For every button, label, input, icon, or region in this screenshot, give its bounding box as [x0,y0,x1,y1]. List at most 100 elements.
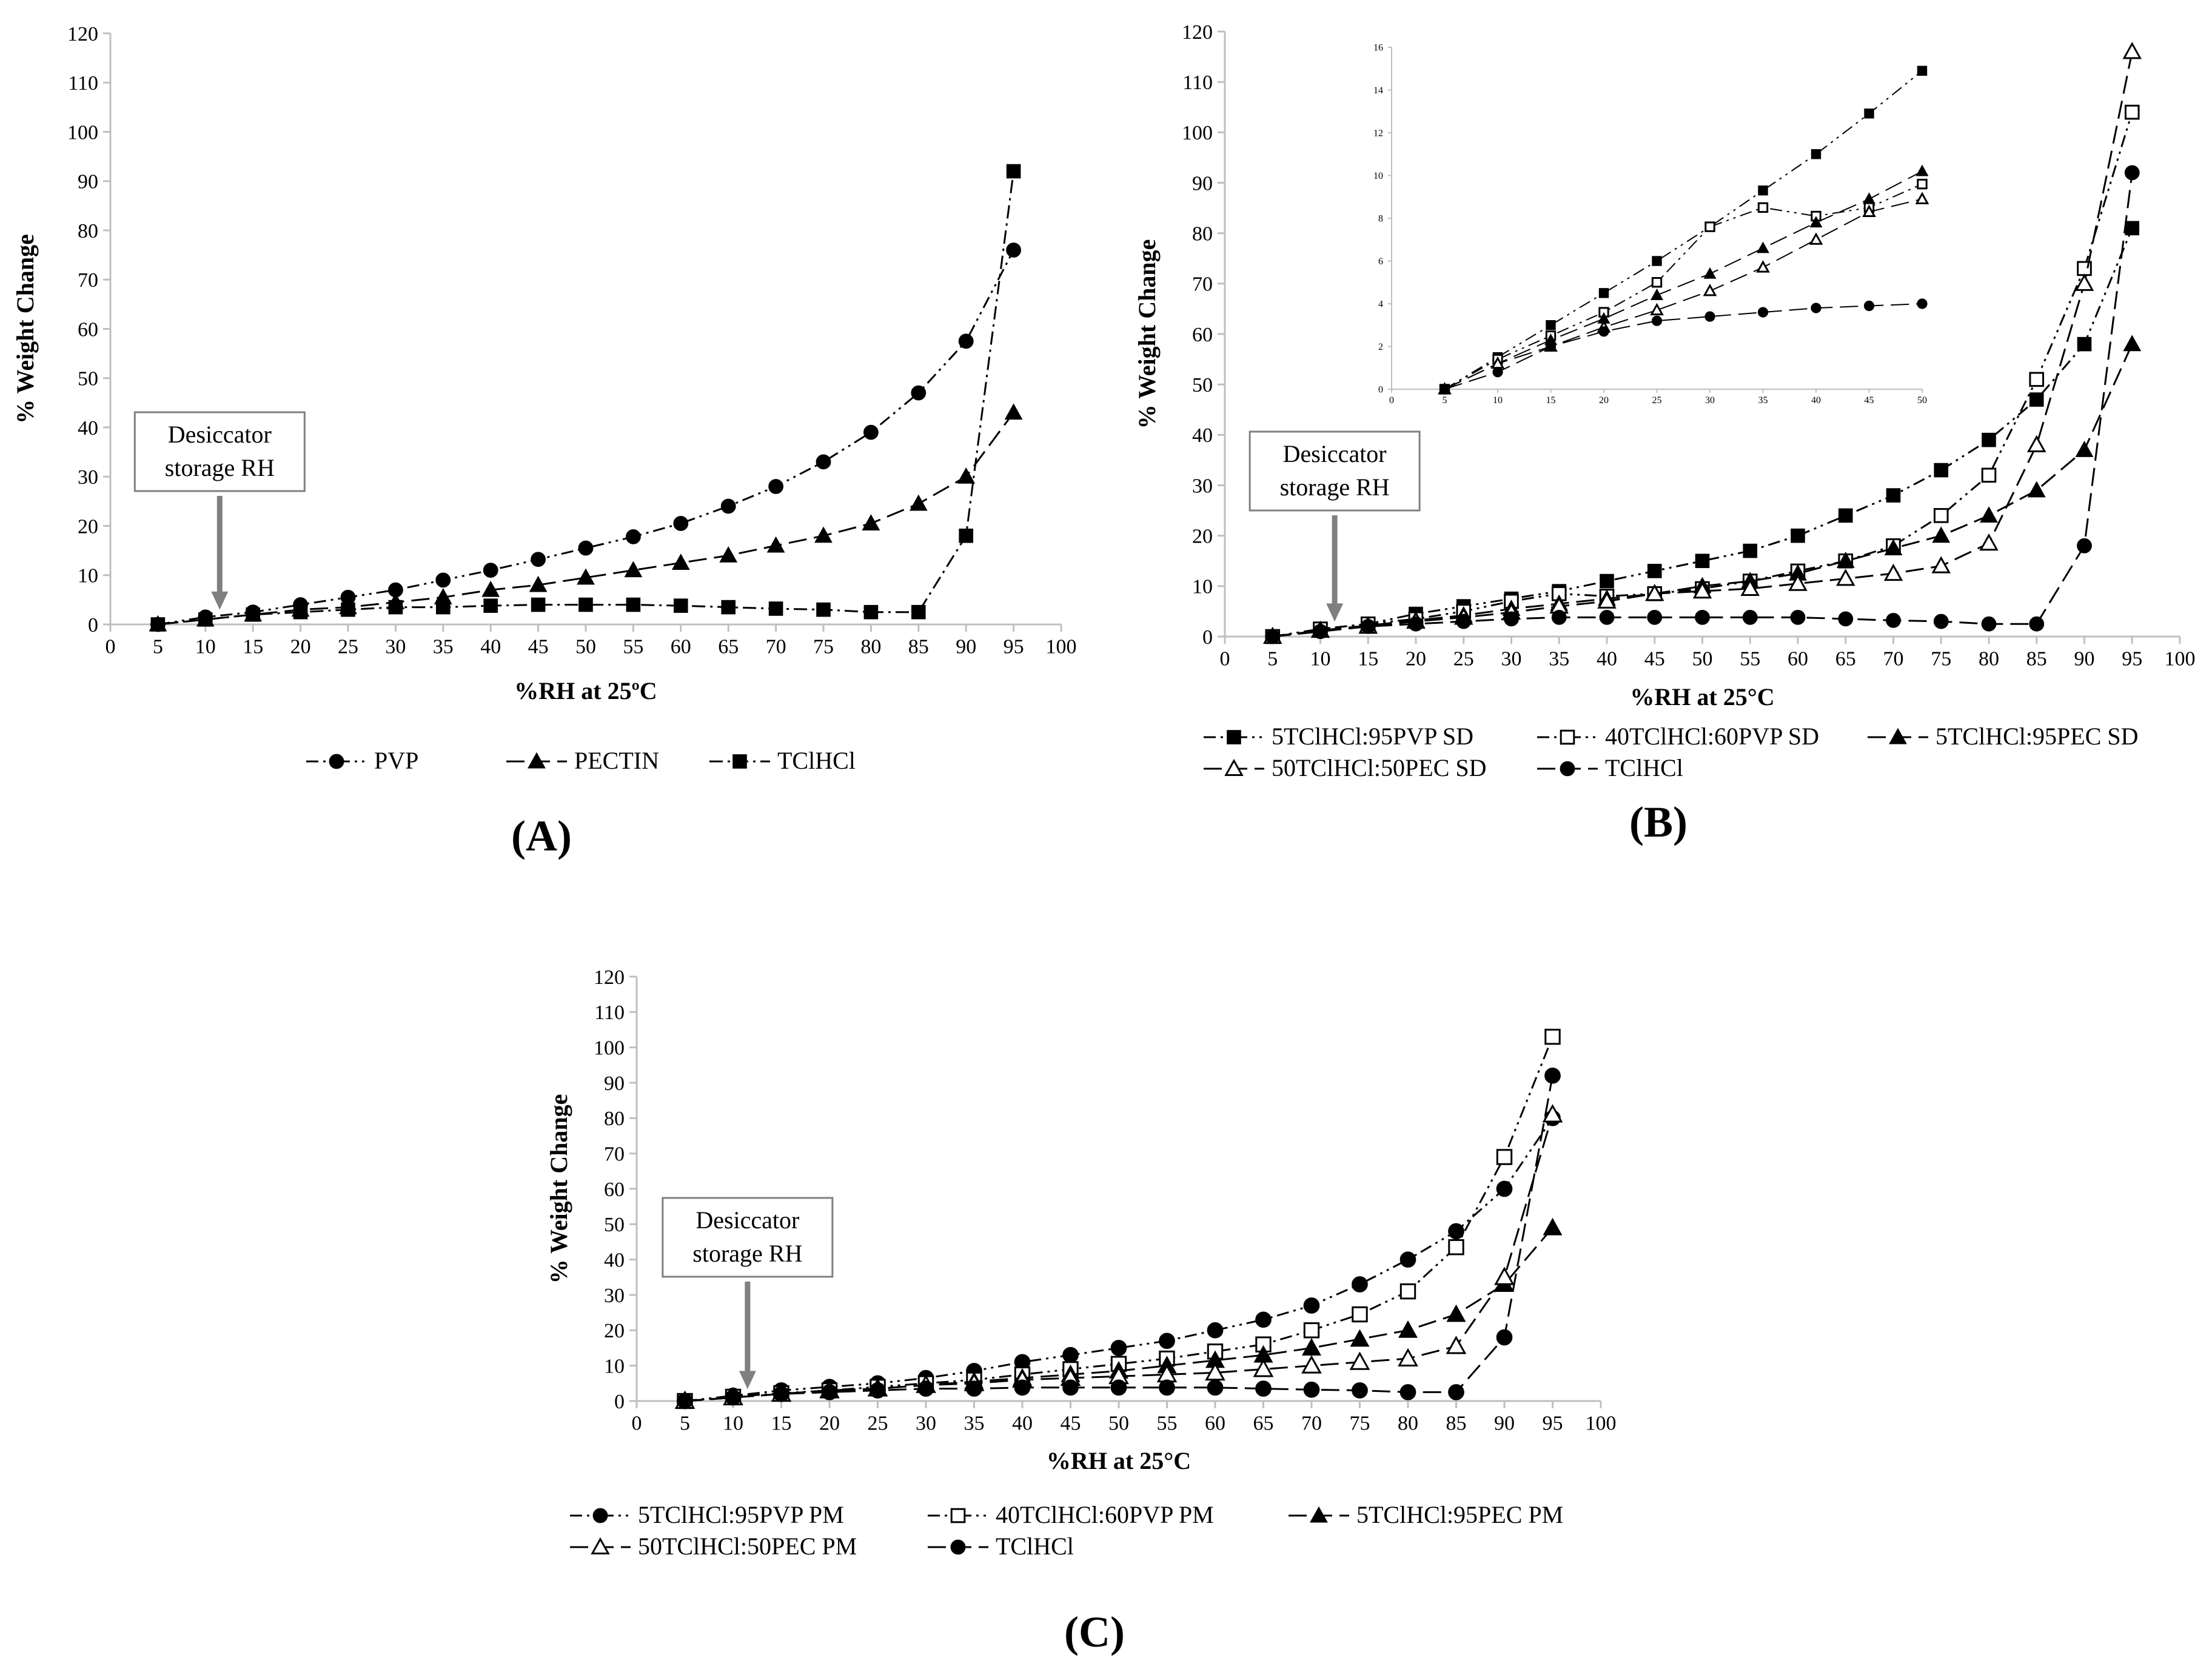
x-tick-label: 60 [671,636,691,658]
data-point [1448,1384,1464,1400]
legend-swatch-marker [1227,730,1241,744]
x-tick-label: 5 [1267,648,1278,670]
y-tick-label: 100 [594,1037,625,1060]
data-point [1652,256,1662,266]
data-point [1542,1104,1563,1123]
x-tick-label: 100 [2165,648,2196,670]
data-point [1544,1028,1561,1045]
data-point [1110,1379,1127,1396]
data-point [1398,1320,1418,1338]
data-point [1742,609,1758,625]
y-tick-label: 100 [1182,122,1213,144]
data-point [577,568,595,585]
y-tick-label: 110 [1182,72,1213,94]
x-tick-label: 35 [964,1413,985,1435]
data-point [816,602,831,617]
y-tick-label: 110 [68,72,98,95]
data-point [1014,1379,1031,1396]
x-tick-label: 70 [1301,1413,1322,1435]
y-tick-label: 60 [604,1179,625,1201]
x-tick-label: 30 [1501,648,1522,670]
data-point [957,467,976,484]
data-point [1915,192,1929,204]
data-point [911,604,926,620]
data-point [529,575,548,592]
x-tick-label: 40 [480,636,501,658]
chart-A: 0 10 20 30 40 50 60 70 80 90 100 110 120 0 5 10 15 20 25 30… [12,23,1077,704]
data-point [1398,1348,1418,1366]
data-point [1006,164,1021,179]
data-point [773,1385,789,1402]
x-tick-label: 10 [1310,648,1331,670]
series-5TClHCl:95PVP SD [1439,65,1928,395]
data-point [1408,616,1424,632]
legend-C: 5TClHCl:95PVP PM 40TClHCl:60PVP PM 5TClHCl… [570,1501,1563,1560]
x-tick-label: 15 [243,636,263,658]
y-tick-label: 4 [1378,299,1383,310]
x-tick-label: 65 [1253,1413,1274,1435]
data-point [1695,609,1710,625]
x-tick-label: 55 [1740,648,1760,670]
x-tick-label: 40 [1597,648,1617,670]
series-5TClHCl:95PEC SD [1438,164,1929,395]
x-tick-label: 70 [1883,648,1904,670]
x-tick-label: 0 [632,1413,642,1435]
y-tick-label: 0 [1378,385,1383,395]
legend-label: PECTIN [574,747,659,774]
x-tick-label: 60 [1788,648,1808,670]
data-point [1809,216,1823,228]
data-point [436,600,451,615]
data-point [1650,303,1664,316]
data-point [863,604,879,620]
x-tick-label: 25 [1453,648,1474,670]
x-tick-label: 30 [385,636,406,658]
annotation-line1: Desiccator [168,421,272,448]
data-point [862,514,880,530]
data-point [959,528,974,543]
data-point [2125,221,2140,236]
y-tick-label: 30 [604,1285,625,1307]
annotation-box [1248,430,1421,512]
annotation-box [133,411,306,492]
data-point [1159,1333,1175,1349]
y-tick-label: 20 [1192,526,1213,548]
data-point [1809,232,1823,245]
legend-swatch-marker [1310,1506,1328,1523]
data-point [1651,289,1663,300]
annotation-line1: Desiccator [695,1206,799,1234]
data-point [1352,1276,1368,1292]
data-point [1933,614,1949,629]
x-tick-label: 5 [153,636,163,658]
data-point [1546,320,1556,330]
data-point [1758,185,1768,196]
y-tick-label: 120 [67,23,98,45]
data-point [1352,1382,1368,1399]
data-point [1811,149,1822,159]
data-point [2122,41,2142,59]
y-tick-label: 60 [1192,324,1213,346]
data-point [2077,336,2092,352]
data-point [1350,1329,1370,1347]
data-point [821,1384,838,1400]
data-point [1863,192,1875,204]
data-point [1863,300,1875,312]
x-tick-label: 80 [1979,648,1999,670]
annotation-arrow-head [1326,603,1344,622]
y-tick-label: 0 [614,1391,625,1413]
y-tick-label: 14 [1373,85,1383,96]
data-point [1703,283,1717,296]
y-tick-label: 0 [88,614,98,637]
y-tick-label: 30 [1192,475,1213,497]
x-tick-label: 95 [1543,1413,1563,1435]
annotation-line2: storage RH [692,1240,802,1267]
data-point [1836,551,1855,568]
data-point [673,516,689,531]
panel-label-C: (C) [1064,1608,1125,1656]
y-tick-label: 20 [78,515,98,538]
legend-label: 50TClHCl:50PEC PM [638,1533,857,1560]
data-point [624,561,643,578]
x-tick-label: 65 [718,636,739,658]
data-point [481,580,500,597]
x-tick-label: 50 [575,636,596,658]
x-tick-label: 35 [433,636,454,658]
